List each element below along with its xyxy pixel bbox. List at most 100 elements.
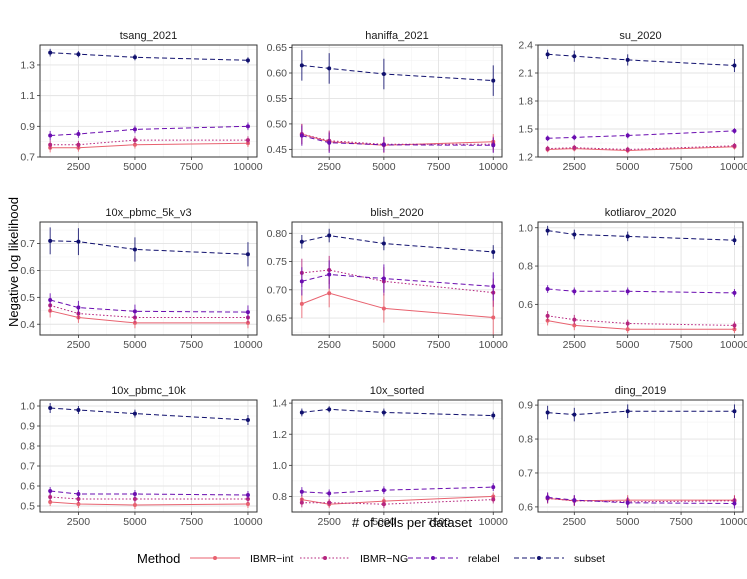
data-point	[572, 323, 577, 328]
x-tick-label: 5000	[616, 516, 640, 528]
x-tick-label: 7500	[180, 161, 204, 173]
panel-10x_pbmc_10k: 10x_pbmc_10k 0.5 0.6 0.7 0.8 0.9 1.0 2500 5000 75…	[20, 380, 263, 528]
y-tick-label: 1.0	[518, 222, 533, 234]
data-point	[381, 306, 386, 311]
data-point	[132, 309, 137, 314]
facet-title: su_2020	[619, 30, 661, 42]
legend-label: relabel	[468, 553, 500, 565]
series-IBMR−NG	[48, 136, 250, 150]
data-point	[327, 272, 332, 277]
series-relabel	[48, 293, 250, 319]
x-tick-label: 10000	[720, 339, 747, 351]
y-tick-label: 0.60	[267, 68, 288, 80]
series-subset	[545, 225, 737, 245]
series-subset	[299, 50, 496, 96]
x-tick-label: 7500	[427, 161, 451, 173]
data-point	[327, 491, 332, 496]
data-point	[572, 232, 577, 237]
data-point	[327, 291, 332, 296]
x-tick-label: 5000	[372, 339, 396, 351]
panel-background	[292, 222, 502, 335]
data-point	[245, 252, 250, 257]
legend-item-relabel: relabel	[408, 553, 500, 565]
series-line	[50, 125, 249, 136]
facet-title: blish_2020	[370, 207, 423, 219]
data-point	[545, 495, 550, 500]
data-point	[625, 327, 630, 332]
y-tick-label: 0.8	[518, 434, 533, 446]
data-point	[299, 410, 304, 415]
data-point	[732, 63, 737, 68]
panel-border	[537, 44, 744, 158]
series-IBMR−NG	[545, 311, 737, 330]
facet-title: tsang_2021	[120, 30, 178, 42]
data-point	[545, 313, 550, 318]
series-subset	[48, 227, 250, 267]
series-line	[301, 235, 494, 253]
facet-strip	[40, 202, 257, 222]
series-subset	[48, 48, 250, 64]
facet-title: 10x_sorted	[370, 385, 424, 397]
data-point	[625, 234, 630, 239]
data-point	[491, 249, 496, 254]
x-tick-label: 2500	[318, 516, 342, 528]
panel-border	[39, 221, 258, 336]
series-subset	[48, 403, 250, 425]
data-point	[76, 142, 81, 147]
data-point	[327, 140, 332, 145]
series-line	[547, 497, 735, 502]
x-tick-label: 5000	[616, 339, 640, 351]
y-tick-label: 0.50	[267, 119, 288, 131]
x-tick-label: 10000	[233, 339, 262, 351]
data-point	[572, 317, 577, 322]
x-tick-label: 5000	[123, 161, 147, 173]
data-point	[491, 78, 496, 83]
series-line	[50, 407, 249, 421]
data-point	[132, 411, 137, 416]
series-line	[301, 133, 494, 145]
data-point	[245, 58, 250, 63]
facet-title: haniffa_2021	[365, 30, 428, 42]
data-point	[76, 131, 81, 136]
data-point	[572, 289, 577, 294]
series-IBMR−NG	[299, 495, 496, 509]
y-tick-label: 0.7	[518, 468, 533, 480]
data-point	[545, 410, 550, 415]
y-tick-label: 0.65	[267, 313, 288, 325]
panel-border	[537, 221, 744, 336]
data-point	[545, 146, 550, 151]
y-tick-label: 2.4	[518, 40, 533, 52]
data-point	[299, 279, 304, 284]
data-point	[76, 239, 81, 244]
series-line	[301, 269, 494, 294]
data-point	[48, 133, 53, 138]
x-axis-title: # of cells per dataset	[352, 515, 472, 530]
legend-key-point	[431, 556, 435, 560]
data-point	[327, 233, 332, 238]
data-point	[491, 143, 496, 148]
data-point	[572, 498, 577, 503]
series-line	[547, 146, 735, 152]
data-point	[732, 143, 737, 148]
series-subset	[545, 49, 737, 73]
y-axis-title: Negative log likelihood	[6, 197, 21, 327]
series-line	[301, 495, 494, 505]
y-tick-label: 1.2	[518, 152, 533, 164]
series-line	[50, 139, 248, 146]
data-point	[48, 298, 53, 303]
x-tick-label: 2500	[318, 339, 342, 351]
y-tick-label: 0.9	[20, 121, 35, 133]
data-point	[132, 142, 137, 147]
series-line	[547, 497, 735, 503]
x-tick-label: 5000	[372, 161, 396, 173]
x-tick-label: 10000	[479, 161, 508, 173]
x-tick-label: 7500	[180, 339, 204, 351]
y-tick-label: 0.8	[272, 491, 287, 503]
y-tick-label: 0.75	[267, 256, 288, 268]
series-line	[301, 133, 494, 146]
data-point	[48, 50, 53, 55]
data-point	[381, 502, 386, 507]
data-point	[327, 66, 332, 71]
panel-background	[292, 400, 502, 512]
data-point	[491, 315, 496, 320]
